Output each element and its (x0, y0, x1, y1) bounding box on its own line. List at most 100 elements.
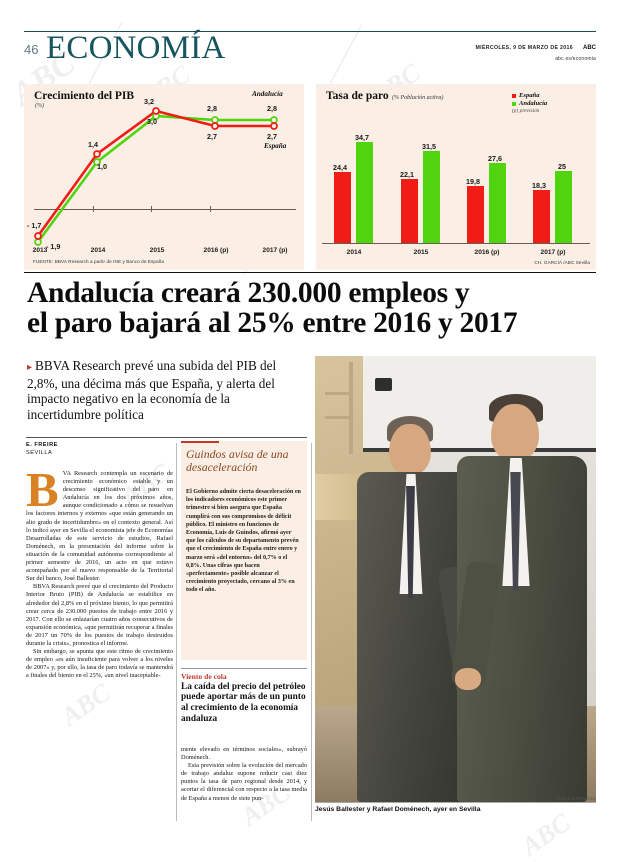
publication-date: MIÉRCOLES, 9 DE MARZO DE 2016 (475, 45, 573, 51)
bar-andalucia (555, 171, 572, 243)
axis-tick (93, 206, 94, 212)
photo-tie (406, 486, 415, 598)
point-label-espana: 2,7 (207, 132, 217, 141)
paragraph: Esta previsión sobre la evolución del me… (181, 762, 307, 802)
chart-title: Tasa de paro (326, 90, 389, 102)
brand-label: ABC (583, 45, 596, 51)
article-subhead: ▸ BBVA Research prevé una subida del PIB … (27, 358, 307, 422)
legend-swatch-espana (512, 93, 516, 98)
kicker-divider (181, 668, 307, 669)
bar-value-andalucia: 27,6 (488, 154, 502, 163)
bar-espana (467, 186, 484, 243)
kicker-heading: La caída del precio del petróleo puede a… (181, 681, 306, 724)
byline: E. FREIRE SEVILLA (26, 441, 146, 458)
chart-baseline (322, 243, 590, 244)
masthead-divider (24, 31, 596, 33)
point-label-andalucia: 2,8 (207, 104, 217, 113)
masthead: 46 ECONOMÍA MIÉRCOLES, 9 DE MARZO DE 201… (24, 30, 597, 66)
legend-item-andalucia: Andalucía (512, 100, 547, 107)
photo-pipe (325, 416, 351, 419)
axis-label-x: 2016 (p) (203, 247, 229, 254)
series-markers-andalucia (34, 112, 278, 246)
point-label-espana: 2,7 (267, 132, 277, 141)
photo-hand (455, 668, 481, 690)
point-label-espana: - 1,7 (27, 221, 42, 230)
headline-divider (24, 272, 596, 273)
chart-subtitle: (%) (35, 103, 44, 109)
axis-tick (210, 206, 211, 212)
article-body-column-2: mente elevado en términos sociales», sub… (181, 746, 307, 803)
page-folio: 46 (24, 42, 39, 57)
axis-label-x: 2017 (p) (540, 249, 566, 256)
kicker-label: Viento de cola (181, 671, 227, 681)
photo-face (389, 424, 431, 476)
bar-value-andalucia: 25 (558, 162, 566, 171)
site-url[interactable]: abc.es/economia (555, 56, 596, 62)
photo-face (491, 404, 539, 462)
headline-line-2: el paro bajará al 25% entre 2016 y 2017 (27, 307, 518, 339)
infographics-band: Crecimiento del PIB (%) - 1,7 1,4 3,2 2, (24, 84, 596, 270)
kicker-block: Viento de cola La caída del precio del p… (181, 668, 307, 724)
bar-value-espana: 22,1 (400, 170, 414, 179)
chart-subtitle: (% Población activa) (392, 95, 444, 101)
bar-espana (401, 179, 418, 243)
bar-espana (334, 172, 351, 243)
series-label-andalucia: Andalucía (252, 90, 283, 98)
axis-label-x: 2017 (p) (262, 247, 288, 254)
chart-title: Crecimiento del PIB (34, 90, 135, 102)
article-photo (315, 356, 596, 802)
paragraph: B VA Research contempla un escenario de c… (26, 462, 173, 583)
bar-andalucia (423, 151, 440, 243)
bar-value-andalucia: 31,5 (422, 142, 436, 151)
series-line-espana (36, 109, 274, 237)
axis-label-x: 2013 (32, 247, 48, 254)
legend-note: (p) previsión (512, 108, 540, 114)
axis-tick (151, 206, 152, 212)
series-line-andalucia (36, 114, 274, 243)
subhead-text: BBVA Research prevé una subida del PIB d… (27, 358, 277, 422)
sidebar-accent-rule (181, 441, 219, 443)
sidebar-title: Guindos avisa de una desaceleración (186, 447, 289, 474)
legend-swatch-andalucia (512, 101, 516, 106)
column-divider (311, 443, 312, 821)
legend-item-espana: España (512, 92, 547, 99)
axis-label-x: 2014 (346, 249, 362, 256)
axis-label-x: 2016 (p) (474, 249, 500, 256)
sidebar-body: El Gobierno admite cierta desaceleración… (186, 489, 301, 594)
bar-value-andalucia: 34,7 (355, 133, 369, 142)
column-divider (176, 443, 177, 821)
paragraph: BBVA Research prevé que el crecimiento d… (26, 583, 173, 647)
point-label-espana: 1,4 (88, 140, 98, 149)
chart-unemployment-rate: Tasa de paro (% Población activa) España… (316, 84, 596, 270)
page-title: ECONOMÍA (46, 30, 226, 66)
chart-legend: España Andalucía (p) previsión (512, 92, 547, 114)
point-label-andalucia: 3,0 (147, 117, 157, 126)
masthead-meta: MIÉRCOLES, 9 DE MARZO DE 2016 ABC abc.es… (476, 36, 597, 62)
chart-zero-axis (34, 209, 296, 210)
paragraph: mente elevado en términos sociales», sub… (181, 746, 307, 762)
photo-pipe (349, 362, 353, 454)
legend-label-espana: España (519, 92, 540, 99)
bar-value-espana: 24,4 (333, 163, 347, 172)
watermark-abc: ABC (516, 807, 576, 862)
point-label-andalucia: 2,8 (267, 104, 277, 113)
drop-cap: B (26, 462, 59, 517)
point-label-espana: 3,2 (144, 97, 154, 106)
legend-label-andalucia: Andalucía (519, 100, 548, 107)
watermark-abc: ABC (56, 677, 116, 732)
headline-line-1: Andalucía creará 230.000 empleos y (27, 277, 470, 309)
article-body-column-1: B VA Research contempla un escenario de c… (26, 462, 173, 680)
paragraph-text: VA Research contempla un escenario de cr… (26, 470, 173, 583)
chart-gdp-growth: Crecimiento del PIB (%) - 1,7 1,4 3,2 2, (24, 84, 304, 270)
bar-andalucia (356, 142, 373, 243)
paragraph: Sin embargo, se apunta que este ritmo de… (26, 648, 173, 680)
chart-source: CH. GARCÍA /ABC Sevilla (534, 260, 590, 265)
bullet-triangle-icon: ▸ (27, 362, 33, 373)
bar-andalucia (489, 163, 506, 243)
photo-tie (510, 472, 521, 590)
photo-caption: Jesús Ballester y Rafael Doménech, ayer … (315, 806, 481, 813)
photo-person-right (450, 394, 593, 802)
body-divider (26, 437, 307, 438)
photo-pipe (325, 392, 351, 395)
point-label-andalucia: - 1,9 (46, 242, 61, 251)
